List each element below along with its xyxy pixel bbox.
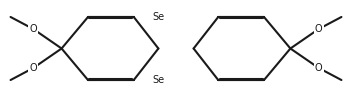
Text: O: O <box>315 24 322 34</box>
Text: Se: Se <box>152 75 164 85</box>
Text: Se: Se <box>152 12 164 22</box>
Text: O: O <box>30 63 37 73</box>
Text: O: O <box>315 63 322 73</box>
Text: O: O <box>30 24 37 34</box>
